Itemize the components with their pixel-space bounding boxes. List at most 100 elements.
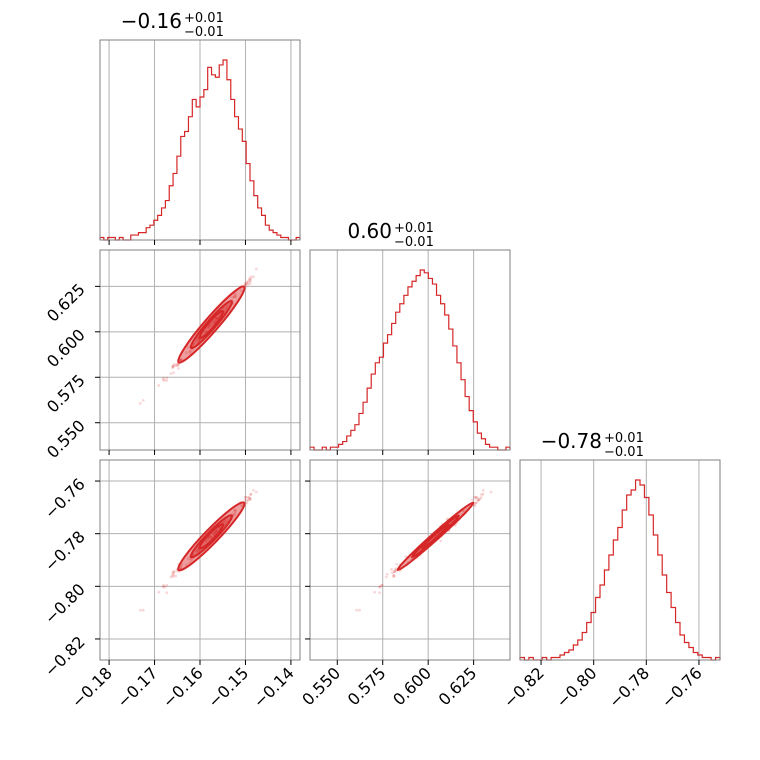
scatter-point [243, 282, 247, 286]
y-tick-label: 0.550 [43, 416, 89, 462]
grid-lines [310, 460, 510, 660]
scatter-point [392, 573, 396, 577]
scatter-point [248, 497, 252, 501]
scatter-point [165, 591, 169, 595]
scatter-point [392, 574, 396, 578]
scatter-point [474, 501, 478, 505]
scatter-point [223, 522, 227, 526]
scatter-point [474, 501, 478, 505]
scatter-point [215, 317, 219, 320]
scatter-point [395, 562, 398, 566]
scatter-point [162, 376, 165, 380]
contour-level [178, 286, 245, 363]
scatter-point [215, 316, 219, 320]
scatter-point [196, 548, 200, 552]
scatter-point [252, 488, 255, 492]
scatter-point [196, 550, 199, 554]
scatter-point [214, 530, 218, 533]
scatter-point [477, 498, 481, 502]
scatter-point [207, 325, 211, 329]
scatter-point [252, 275, 255, 279]
scatter-point [393, 569, 396, 573]
y-tick-label: −0.80 [41, 580, 89, 628]
x-tick-label: 0.575 [344, 663, 390, 709]
scatter-point [231, 295, 235, 299]
scatter-point [245, 282, 249, 286]
scatter-point [171, 571, 175, 575]
grid-lines [108, 40, 292, 240]
param-title-value: −0.16 [121, 9, 182, 33]
contour-level [397, 502, 474, 571]
hist-panel-3: −0.82 −0.80 −0.78 −0.76−0.78 +0.01−0.01 [500, 429, 721, 711]
scatter-point [179, 564, 183, 568]
scatter-point [138, 608, 142, 612]
scatter-point [475, 495, 479, 499]
scatter-point [244, 495, 248, 499]
scatter-point [194, 549, 198, 553]
scatter-point [207, 324, 211, 328]
scatter-point [176, 364, 180, 367]
contour-outline [177, 285, 246, 364]
scatter-point [233, 292, 237, 296]
contour-outline [198, 310, 225, 339]
x-tick-label: 0.550 [298, 663, 344, 709]
scatter-point [479, 496, 483, 499]
scatter-point [215, 528, 219, 532]
scatter-point [212, 533, 216, 537]
scatter-point [222, 519, 226, 523]
scatter-point [474, 496, 478, 500]
param-title-minus: −0.01 [184, 25, 224, 40]
scatter-point [215, 316, 219, 320]
histogram-3 [519, 479, 721, 661]
scatter-point [385, 572, 389, 576]
scatter-point [141, 608, 145, 612]
scatter-point [172, 572, 176, 576]
scatter-point [221, 520, 225, 524]
scatter-point [212, 532, 216, 536]
x-tick-label: −0.78 [605, 663, 653, 711]
histogram-2 [309, 269, 511, 451]
scatter-point [208, 535, 211, 539]
scatter-point [392, 575, 395, 578]
y-tick-label: 0.625 [43, 280, 89, 326]
scatter-point [478, 497, 481, 501]
scatter-point [171, 364, 174, 368]
x-tick-label: 0.600 [389, 663, 435, 709]
scatter-point [249, 277, 253, 281]
scatter-point [380, 583, 384, 587]
contour-outline [198, 523, 225, 550]
scatter-point [188, 350, 192, 354]
scatter-point [209, 536, 213, 540]
scatter-point [240, 504, 243, 508]
scatter-point [189, 557, 193, 561]
scatter-point [390, 571, 394, 575]
scatter-point [246, 282, 250, 286]
scatter-point [172, 570, 176, 574]
scatter-point [171, 575, 175, 578]
scatter-point [226, 304, 230, 308]
scatter-point [476, 498, 480, 502]
scatter-point [204, 330, 208, 334]
scatter-point [169, 372, 173, 376]
scatter-point [394, 568, 397, 572]
scatter-point [190, 558, 193, 562]
scatter-point [177, 367, 180, 370]
scatter-point [462, 509, 465, 513]
scatter-point [196, 547, 200, 551]
scatter-point [180, 562, 184, 566]
scatter-point [169, 575, 173, 579]
scatter-point [489, 490, 493, 494]
panel-frame [309, 249, 511, 451]
y-tick-label: −0.82 [41, 632, 89, 680]
scatter-point [378, 585, 381, 589]
scatter-point [390, 567, 393, 571]
contour-level [411, 515, 459, 558]
scatter-point [178, 358, 182, 362]
y-tick-label: −0.78 [41, 527, 89, 575]
x-tick-label: −0.76 [658, 663, 706, 711]
scatter-point [195, 338, 198, 342]
scatter-point [157, 384, 161, 387]
x-tick-label: −0.15 [204, 663, 252, 711]
scatter-point [249, 275, 253, 279]
scatter-point [171, 365, 175, 368]
